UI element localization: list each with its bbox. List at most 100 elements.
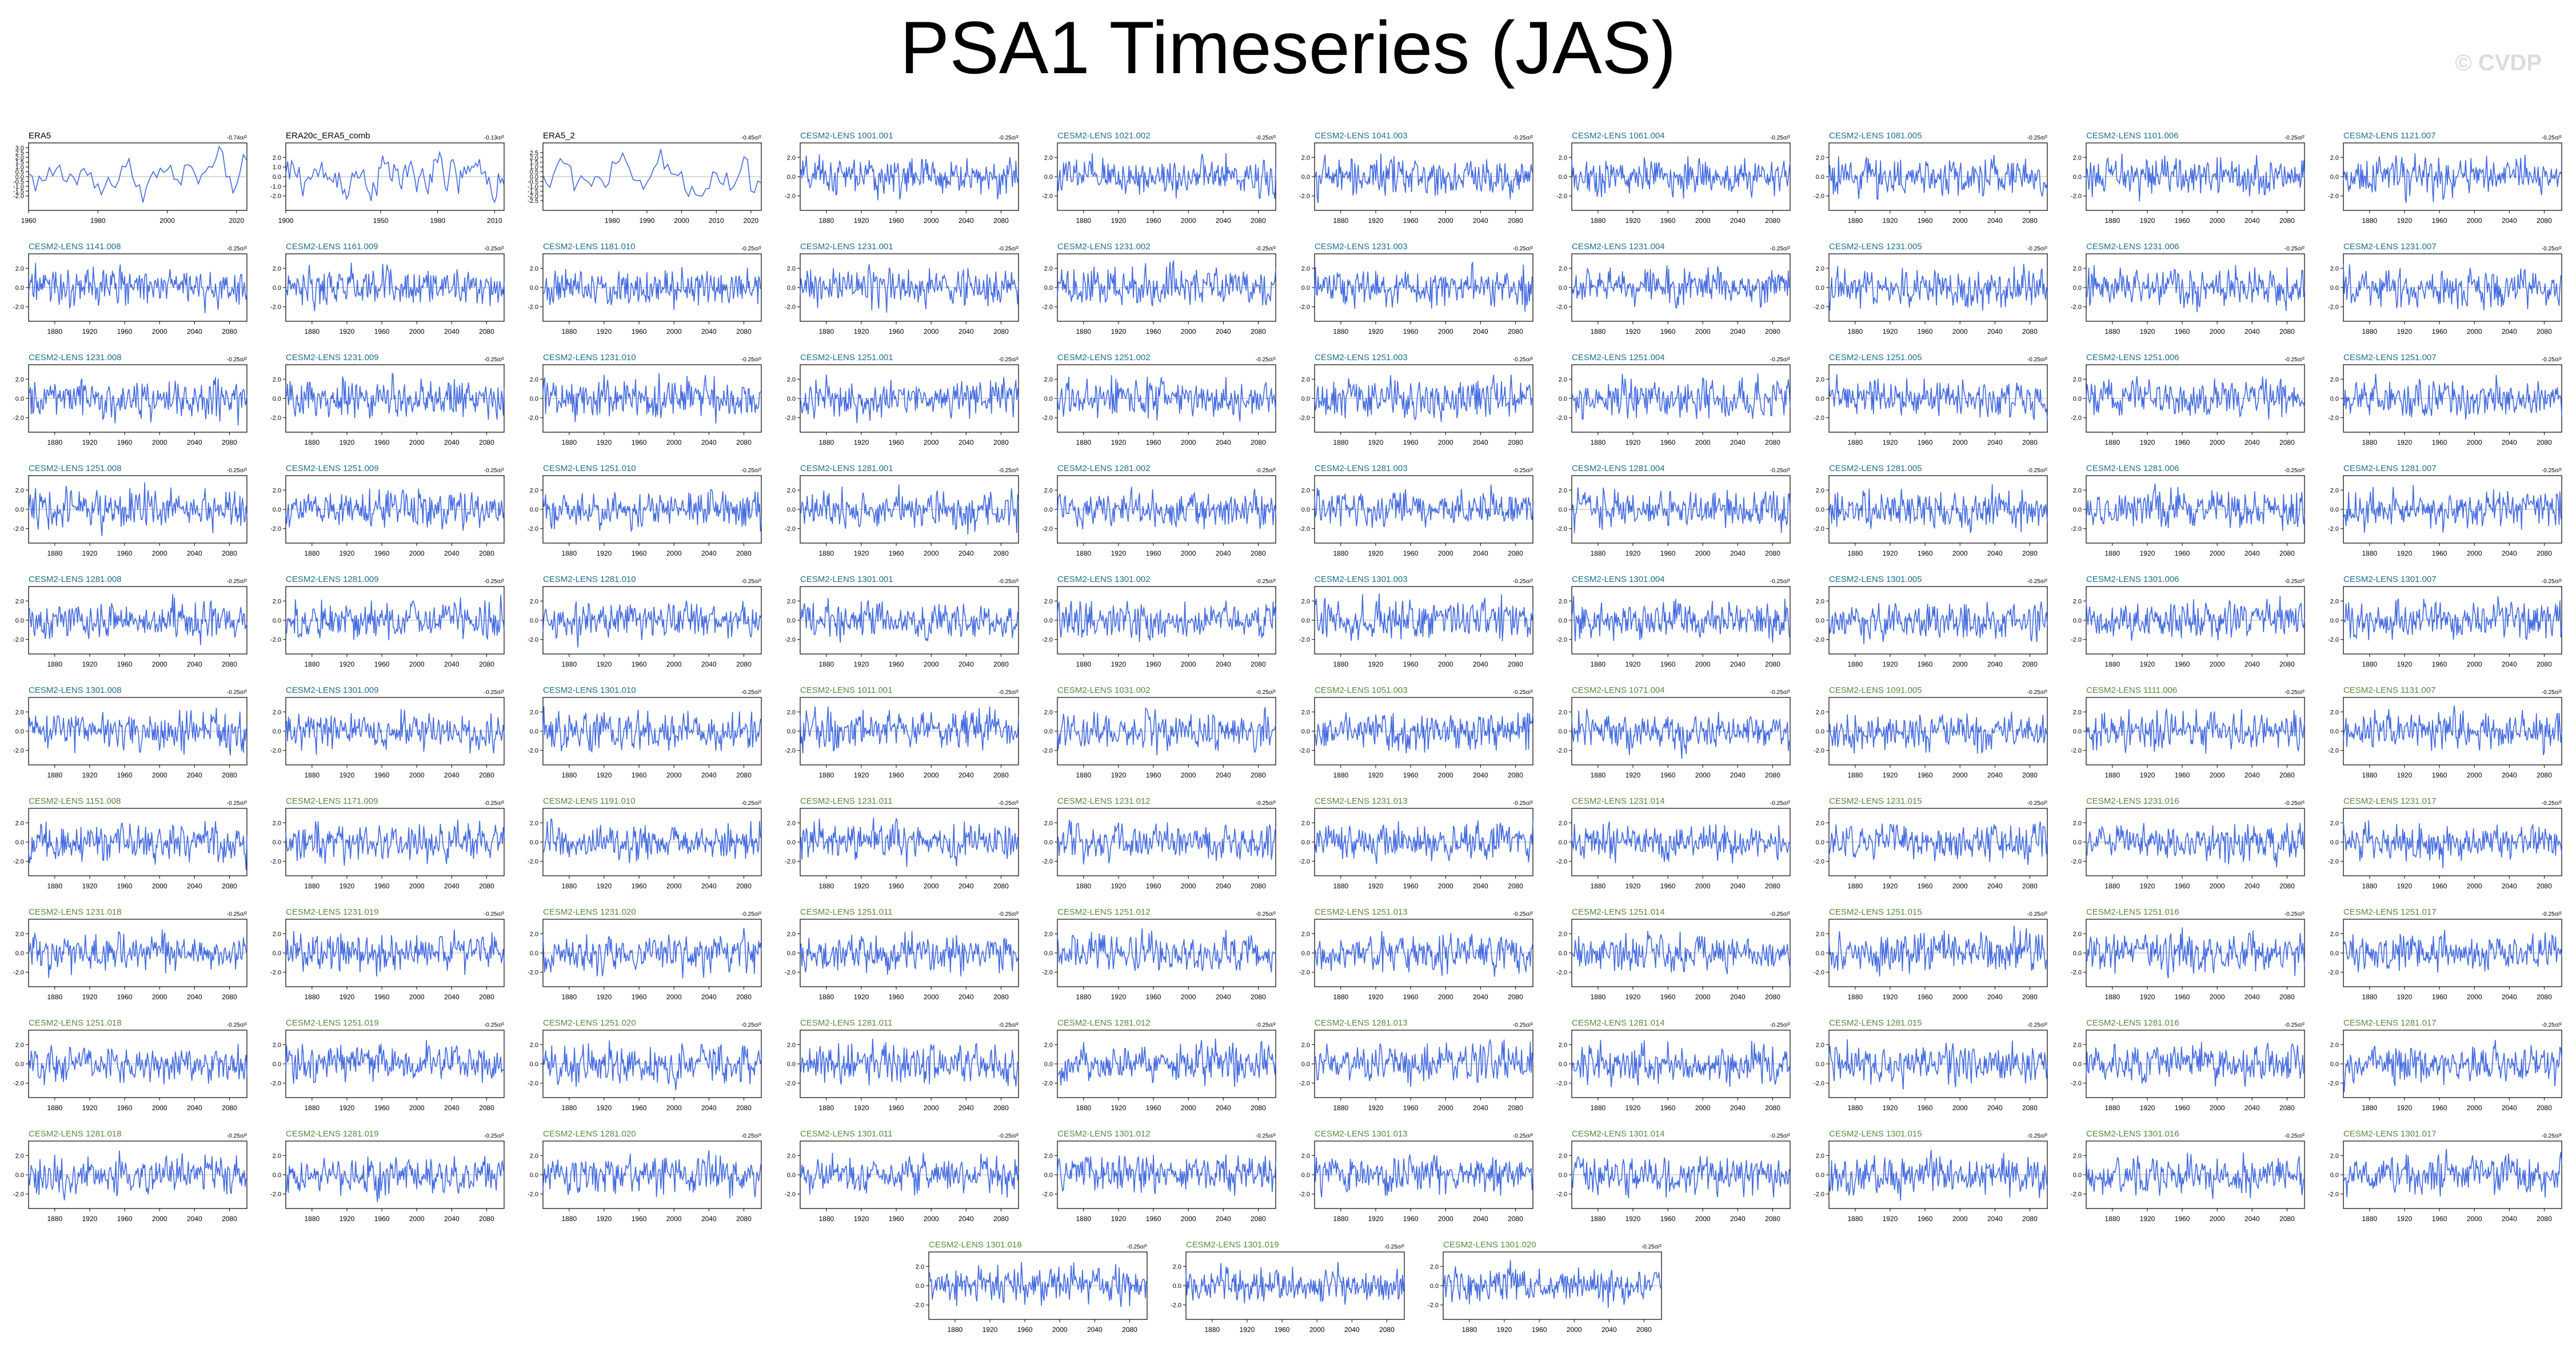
x-tick-label: 2040 — [958, 328, 974, 336]
panel-trend: -0.25σ/² — [1256, 800, 1276, 807]
x-tick-label: 1960 — [1660, 1104, 1676, 1112]
series-line — [1828, 821, 2048, 865]
x-tick-label: 2080 — [1508, 1215, 1523, 1223]
x-tick-label: 2000 — [924, 1215, 939, 1223]
series-line — [1057, 1154, 1276, 1196]
timeseries-panel: CESM2-LENS 1281.002 -0.25σ/² 1880 1920 1960 2… — [1042, 464, 1276, 557]
panel-label: CESM2-LENS 1231.007 — [2343, 242, 2437, 252]
timeseries-panel: CESM2-LENS 1191.010 -0.25σ/² 1880 1920 1960 2… — [528, 796, 762, 890]
y-tick-label: 0.0 — [787, 1061, 796, 1068]
x-tick-label: 1880 — [1847, 1104, 1863, 1112]
panel-label: CESM2-LENS 1231.005 — [1829, 242, 1922, 252]
timeseries-panel: CESM2-LENS 1251.011 -0.25σ/² 1880 1920 1960 2… — [785, 907, 1019, 1001]
x-tick-label: 2040 — [187, 328, 202, 336]
series-line — [285, 373, 505, 420]
y-tick-label: 0.0 — [2330, 1172, 2339, 1179]
y-tick-label: -2.0 — [270, 415, 281, 422]
x-tick-label: 1960 — [1660, 438, 1676, 446]
series-line — [1314, 1154, 1533, 1198]
series-line — [1828, 1039, 2048, 1090]
y-tick-label: -2.0 — [13, 970, 24, 976]
y-tick-label: 0.0 — [1816, 174, 1824, 181]
x-tick-label: 1960 — [1660, 660, 1676, 668]
series-line — [1314, 819, 1533, 864]
x-tick-label: 2040 — [1216, 549, 1231, 557]
x-tick-label: 2040 — [958, 771, 974, 779]
series-line — [800, 931, 1019, 976]
x-tick-label: 2080 — [2279, 882, 2295, 890]
y-tick-label: -2.0 — [2328, 304, 2339, 311]
x-tick-label: 2040 — [1987, 217, 2003, 225]
x-tick-label: 1880 — [47, 549, 62, 557]
x-tick-label: 1960 — [1660, 328, 1676, 336]
series-line — [1571, 1039, 1791, 1087]
x-tick-label: 1960 — [1146, 771, 1161, 779]
timeseries-panel: CESM2-LENS 1231.001 -0.25σ/² 1880 1920 1960 2… — [785, 242, 1019, 336]
x-tick-label: 2040 — [2502, 549, 2517, 557]
x-tick-label: 1920 — [2397, 1215, 2413, 1223]
x-tick-label: 2000 — [666, 1104, 682, 1112]
x-tick-label: 1880 — [2362, 993, 2377, 1001]
y-tick-label: -2.0 — [1299, 1191, 1310, 1198]
timeseries-panel: CESM2-LENS 1281.001 -0.25σ/² 1880 1920 1960 2… — [785, 464, 1019, 557]
x-tick-label: 1960 — [889, 1104, 904, 1112]
x-tick-label: 2000 — [924, 882, 939, 890]
y-tick-label: 2.0 — [2073, 154, 2082, 161]
timeseries-panel: CESM2-LENS 1281.005 -0.25σ/² 1880 1920 1960 2… — [1814, 464, 2048, 557]
y-tick-label: 2.0 — [1430, 1263, 1439, 1270]
x-tick-label: 2040 — [701, 660, 717, 668]
x-tick-label: 2000 — [2467, 438, 2482, 446]
series-line — [1571, 931, 1791, 974]
x-tick-label: 1920 — [2397, 1104, 2413, 1112]
x-tick-label: 2080 — [1508, 438, 1523, 446]
y-tick-label: -2.0 — [528, 637, 538, 644]
y-tick-label: -2.0 — [2328, 859, 2339, 866]
y-tick-label: 0.0 — [1559, 617, 1567, 624]
y-tick-label: -2.0 — [1299, 193, 1310, 200]
x-tick-label: 2080 — [1508, 660, 1523, 668]
panel-label: CESM2-LENS 1021.002 — [1057, 131, 1151, 141]
x-tick-label: 1920 — [1497, 1326, 1512, 1334]
y-tick-label: -2.0 — [1556, 1191, 1567, 1198]
timeseries-panel: CESM2-LENS 1231.020 -0.25σ/² 1880 1920 1960 2… — [528, 907, 762, 1001]
x-tick-label: 1920 — [1883, 660, 1898, 668]
x-tick-label: 1920 — [1883, 771, 1898, 779]
timeseries-panel: CESM2-LENS 1231.012 -0.25σ/² 1880 1920 1960 2… — [1042, 796, 1276, 890]
x-tick-label: 1920 — [597, 771, 612, 779]
timeseries-panel: CESM2-LENS 1281.010 -0.25σ/² 1880 1920 1960 2… — [528, 575, 762, 668]
panel-label: CESM2-LENS 1251.018 — [29, 1018, 122, 1028]
panel-trend: -0.25σ/² — [1513, 579, 1533, 585]
x-tick-label: 1880 — [1076, 217, 1091, 225]
x-tick-label: 1880 — [2104, 217, 2120, 225]
y-tick-label: -2.0 — [1814, 526, 1824, 533]
x-tick-label: 1960 — [889, 1215, 904, 1223]
x-tick-label: 2080 — [479, 549, 494, 557]
timeseries-panel: CESM2-LENS 1231.007 -0.25σ/² 1880 1920 1960 2… — [2328, 242, 2562, 336]
series-line — [542, 1040, 762, 1091]
x-tick-label: 1920 — [1368, 1215, 1384, 1223]
x-tick-label: 2000 — [1438, 660, 1453, 668]
x-tick-label: 2000 — [2210, 660, 2225, 668]
x-tick-label: 1920 — [1626, 1215, 1641, 1223]
y-tick-label: 2.0 — [1816, 265, 1824, 272]
x-tick-label: 1920 — [1626, 993, 1641, 1001]
y-tick-label: -2.0 — [1042, 526, 1053, 533]
series-line — [542, 1150, 762, 1199]
x-tick-label: 2080 — [1765, 549, 1780, 557]
panel-trend: -0.25σ/² — [999, 135, 1019, 141]
y-tick-label: -2.0 — [785, 304, 796, 311]
x-tick-label: 1920 — [1111, 217, 1127, 225]
x-tick-label: 1960 — [1403, 1104, 1419, 1112]
y-tick-label: -2.0 — [13, 1191, 24, 1198]
page-title: PSA1 Timeseries (JAS) — [900, 6, 1676, 89]
x-tick-label: 1960 — [632, 328, 647, 336]
y-tick-label: 2.0 — [273, 1152, 281, 1159]
x-tick-label: 1920 — [1111, 1104, 1127, 1112]
x-tick-label: 1920 — [983, 1326, 998, 1334]
x-tick-label: 1960 — [2432, 328, 2447, 336]
panel-label: CESM2-LENS 1231.016 — [2086, 796, 2179, 806]
x-tick-label: 2000 — [2467, 549, 2482, 557]
y-tick-label: 2.0 — [2330, 820, 2339, 827]
x-tick-label: 1960 — [1146, 1104, 1161, 1112]
x-tick-label: 2000 — [1695, 660, 1711, 668]
